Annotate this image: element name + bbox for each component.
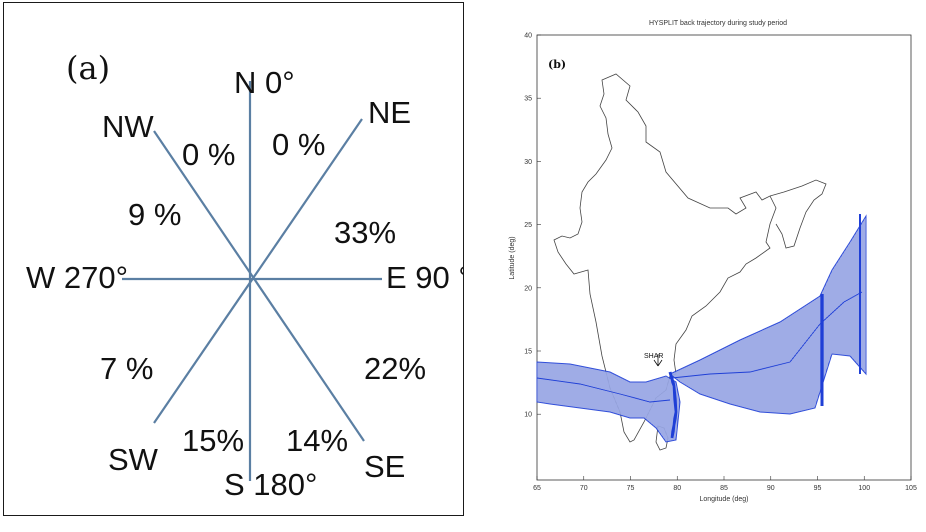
site-label: SHAR: [644, 353, 663, 360]
label-northeast: NE: [368, 95, 411, 130]
line-ne-sw: [153, 118, 363, 424]
label-southwest: SW: [108, 442, 159, 477]
site-arrow-icon: [653, 354, 663, 367]
label-north: N 0°: [234, 65, 295, 100]
x-tick-label: 95: [814, 485, 822, 492]
x-tick-label: 80: [673, 485, 681, 492]
trajectory-bands: [536, 214, 867, 443]
west-band-edge: [668, 371, 678, 439]
x-tick-label: 85: [720, 485, 728, 492]
y-tick-label: 25: [524, 222, 532, 229]
percent-w-nw: 9 %: [128, 197, 181, 232]
x-tick-label: 100: [858, 485, 870, 492]
y-tick-label: 35: [524, 96, 532, 103]
y-axis-ticks: 40 35 30 25 20 15 10: [524, 33, 541, 419]
y-tick-label: 15: [524, 349, 532, 356]
trajectory-map: HYSPLIT back trajectory during study per…: [509, 20, 917, 503]
percent-n-ne: 0 %: [272, 127, 325, 162]
x-tick-label: 105: [905, 485, 917, 492]
x-axis-ticks: 65 70 75 80 85 90 95 100 105: [533, 476, 917, 492]
x-tick-label: 70: [580, 485, 588, 492]
x-tick-label: 90: [767, 485, 775, 492]
panel-a-tag: (a): [66, 49, 110, 87]
wind-rose-diagram: (a) N 0° NE E 90 ° SE S 180° SW W 270° N…: [26, 49, 463, 502]
y-tick-label: 40: [524, 33, 532, 40]
percent-ne-e: 33%: [334, 215, 396, 250]
wind-rose-panel: (a) N 0° NE E 90 ° SE S 180° SW W 270° N…: [3, 2, 464, 516]
direction-lines: [122, 81, 382, 481]
west-mean-path: [536, 377, 671, 403]
x-tick-label: 75: [627, 485, 635, 492]
line-nw-se: [153, 130, 365, 442]
percent-e-se: 22%: [364, 351, 426, 386]
y-axis-label: Latitude (deg): [509, 236, 516, 279]
panel-b-tag: (b): [548, 58, 566, 71]
trajectory-map-panel: HYSPLIT back trajectory during study per…: [470, 2, 926, 516]
label-northwest: NW: [102, 109, 154, 144]
x-axis-label: Longitude (deg): [699, 496, 748, 503]
y-tick-label: 30: [524, 159, 532, 166]
percent-s-sw: 15%: [182, 423, 244, 458]
west-trajectory-band: [536, 361, 681, 443]
northeast-outline: [769, 179, 827, 249]
label-east: E 90 °: [386, 260, 463, 295]
label-west: W 270°: [26, 260, 128, 295]
map-title: HYSPLIT back trajectory during study per…: [649, 20, 787, 27]
y-tick-label: 20: [524, 285, 532, 292]
label-south: S 180°: [224, 467, 317, 502]
percent-nw-n: 0 %: [182, 137, 235, 172]
label-southeast: SE: [364, 449, 405, 484]
percent-se-s: 14%: [286, 423, 348, 458]
y-tick-label: 10: [524, 412, 532, 419]
percent-sw-w: 7 %: [100, 351, 153, 386]
x-tick-label: 65: [533, 485, 541, 492]
east-mean-path: [671, 291, 863, 379]
